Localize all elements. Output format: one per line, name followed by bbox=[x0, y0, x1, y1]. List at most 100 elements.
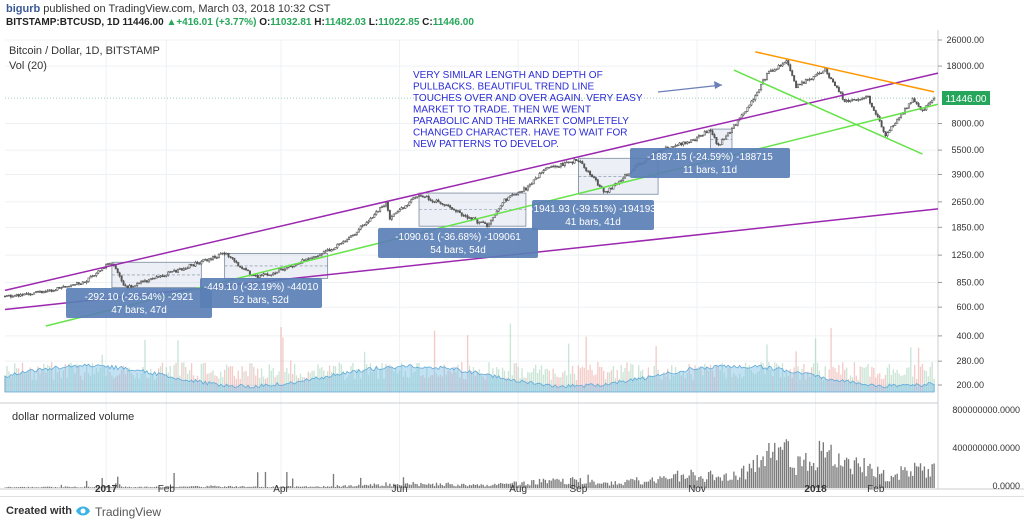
dollar-volume-bar bbox=[502, 483, 503, 488]
dollar-volume-bar bbox=[339, 486, 340, 488]
dollar-volume-bar bbox=[6, 487, 7, 488]
dollar-volume-bar bbox=[624, 482, 625, 488]
candle-body bbox=[745, 111, 746, 113]
dollar-volume-bar bbox=[652, 477, 653, 488]
dollar-volume-bar bbox=[527, 484, 528, 488]
dollar-volume-bar bbox=[673, 474, 674, 488]
candle-body bbox=[49, 290, 50, 291]
candle-body bbox=[819, 73, 820, 74]
dollar-volume-bar bbox=[620, 484, 621, 488]
dollar-volume-bar bbox=[533, 480, 534, 488]
candle-body bbox=[216, 258, 217, 259]
high-label: H: bbox=[314, 17, 325, 28]
candle-body bbox=[195, 262, 196, 266]
candle-body bbox=[591, 175, 592, 177]
price-chart[interactable]: 26000.0018000.008000.005500.003900.00265… bbox=[0, 30, 1024, 495]
candle-body bbox=[158, 277, 159, 278]
candle bbox=[790, 63, 791, 71]
dollar-volume-bar bbox=[685, 479, 686, 488]
dollar-volume-bar bbox=[88, 487, 89, 488]
candle-body bbox=[451, 207, 452, 209]
candle-body bbox=[856, 100, 857, 101]
candle bbox=[24, 294, 25, 296]
dollar-volume-bar bbox=[681, 475, 682, 488]
dollar-volume-bar bbox=[482, 485, 483, 488]
tradingview-logo-icon[interactable] bbox=[74, 503, 92, 519]
dollar-volume-bar bbox=[67, 487, 68, 488]
candle-body bbox=[875, 111, 876, 115]
candle-body bbox=[873, 107, 874, 111]
candle-body bbox=[109, 264, 110, 265]
dollar-volume-bar bbox=[121, 486, 122, 488]
dollar-volume-bar bbox=[84, 487, 85, 488]
candle-body bbox=[20, 295, 21, 297]
open-label: O: bbox=[259, 17, 270, 28]
candle-body bbox=[809, 79, 810, 80]
dollar-volume-bar bbox=[436, 483, 437, 488]
candle-body bbox=[838, 87, 839, 91]
tradingview-brand[interactable]: TradingView bbox=[95, 505, 161, 519]
candle-body bbox=[59, 287, 60, 288]
time-tick-label: 2017 bbox=[95, 484, 118, 495]
dollar-volume-bar bbox=[644, 482, 645, 488]
dollar-volume-bar bbox=[271, 487, 272, 488]
dollar-volume-bar bbox=[240, 487, 241, 488]
candle-body bbox=[395, 213, 396, 214]
candle bbox=[405, 206, 406, 209]
dollar-volume-bar bbox=[856, 457, 857, 488]
candle-body bbox=[181, 269, 182, 271]
candle-body bbox=[702, 135, 703, 136]
candle-body bbox=[613, 185, 614, 189]
dollar-volume-bar bbox=[549, 480, 550, 488]
candle-body bbox=[628, 174, 629, 175]
dollar-volume-bar bbox=[737, 480, 738, 488]
candle-body bbox=[447, 205, 448, 206]
dollar-volume-bar bbox=[30, 487, 31, 488]
candle-body bbox=[144, 281, 145, 282]
candle-body bbox=[424, 197, 425, 198]
dollar-volume-bar bbox=[663, 476, 664, 488]
dollar-volume-bar bbox=[294, 487, 295, 488]
candle bbox=[121, 275, 122, 282]
candle bbox=[459, 210, 460, 213]
candle-body bbox=[280, 269, 281, 270]
candle bbox=[451, 207, 452, 210]
dollar-volume-bar bbox=[354, 486, 355, 488]
dollar-volume-bar bbox=[346, 487, 347, 488]
candle-body bbox=[692, 140, 693, 141]
candle-body bbox=[877, 114, 878, 116]
candle bbox=[286, 267, 287, 269]
candle-body bbox=[208, 259, 209, 261]
dollar-volume-bar bbox=[854, 460, 855, 488]
dollar-volume-bar bbox=[243, 486, 244, 488]
candle-body bbox=[900, 114, 901, 118]
candle-body bbox=[764, 79, 765, 80]
dollar-volume-bar bbox=[745, 479, 746, 488]
candle-body bbox=[136, 283, 137, 285]
dollar-volume-bar bbox=[55, 487, 56, 488]
candle-body bbox=[768, 72, 769, 74]
dollar-volume-bar bbox=[747, 472, 748, 488]
candle-body bbox=[461, 213, 462, 216]
candle bbox=[519, 191, 520, 192]
candle-body bbox=[129, 285, 130, 288]
candle-body bbox=[774, 70, 775, 72]
dollar-volume-bar bbox=[364, 485, 365, 488]
author-name[interactable]: bigurb bbox=[6, 3, 40, 15]
candle bbox=[733, 125, 734, 129]
candle bbox=[881, 120, 882, 127]
candle-body bbox=[138, 283, 139, 284]
candle-body bbox=[525, 188, 526, 190]
candle-body bbox=[350, 236, 351, 238]
candle-body bbox=[57, 287, 58, 290]
candle-body bbox=[486, 224, 487, 227]
candle-body bbox=[152, 278, 153, 279]
candle-body bbox=[817, 73, 818, 74]
candle-body bbox=[467, 216, 468, 218]
candle bbox=[854, 99, 855, 100]
candle-body bbox=[162, 276, 163, 277]
dollar-volume-bar bbox=[897, 474, 898, 488]
candle-body bbox=[140, 281, 141, 283]
